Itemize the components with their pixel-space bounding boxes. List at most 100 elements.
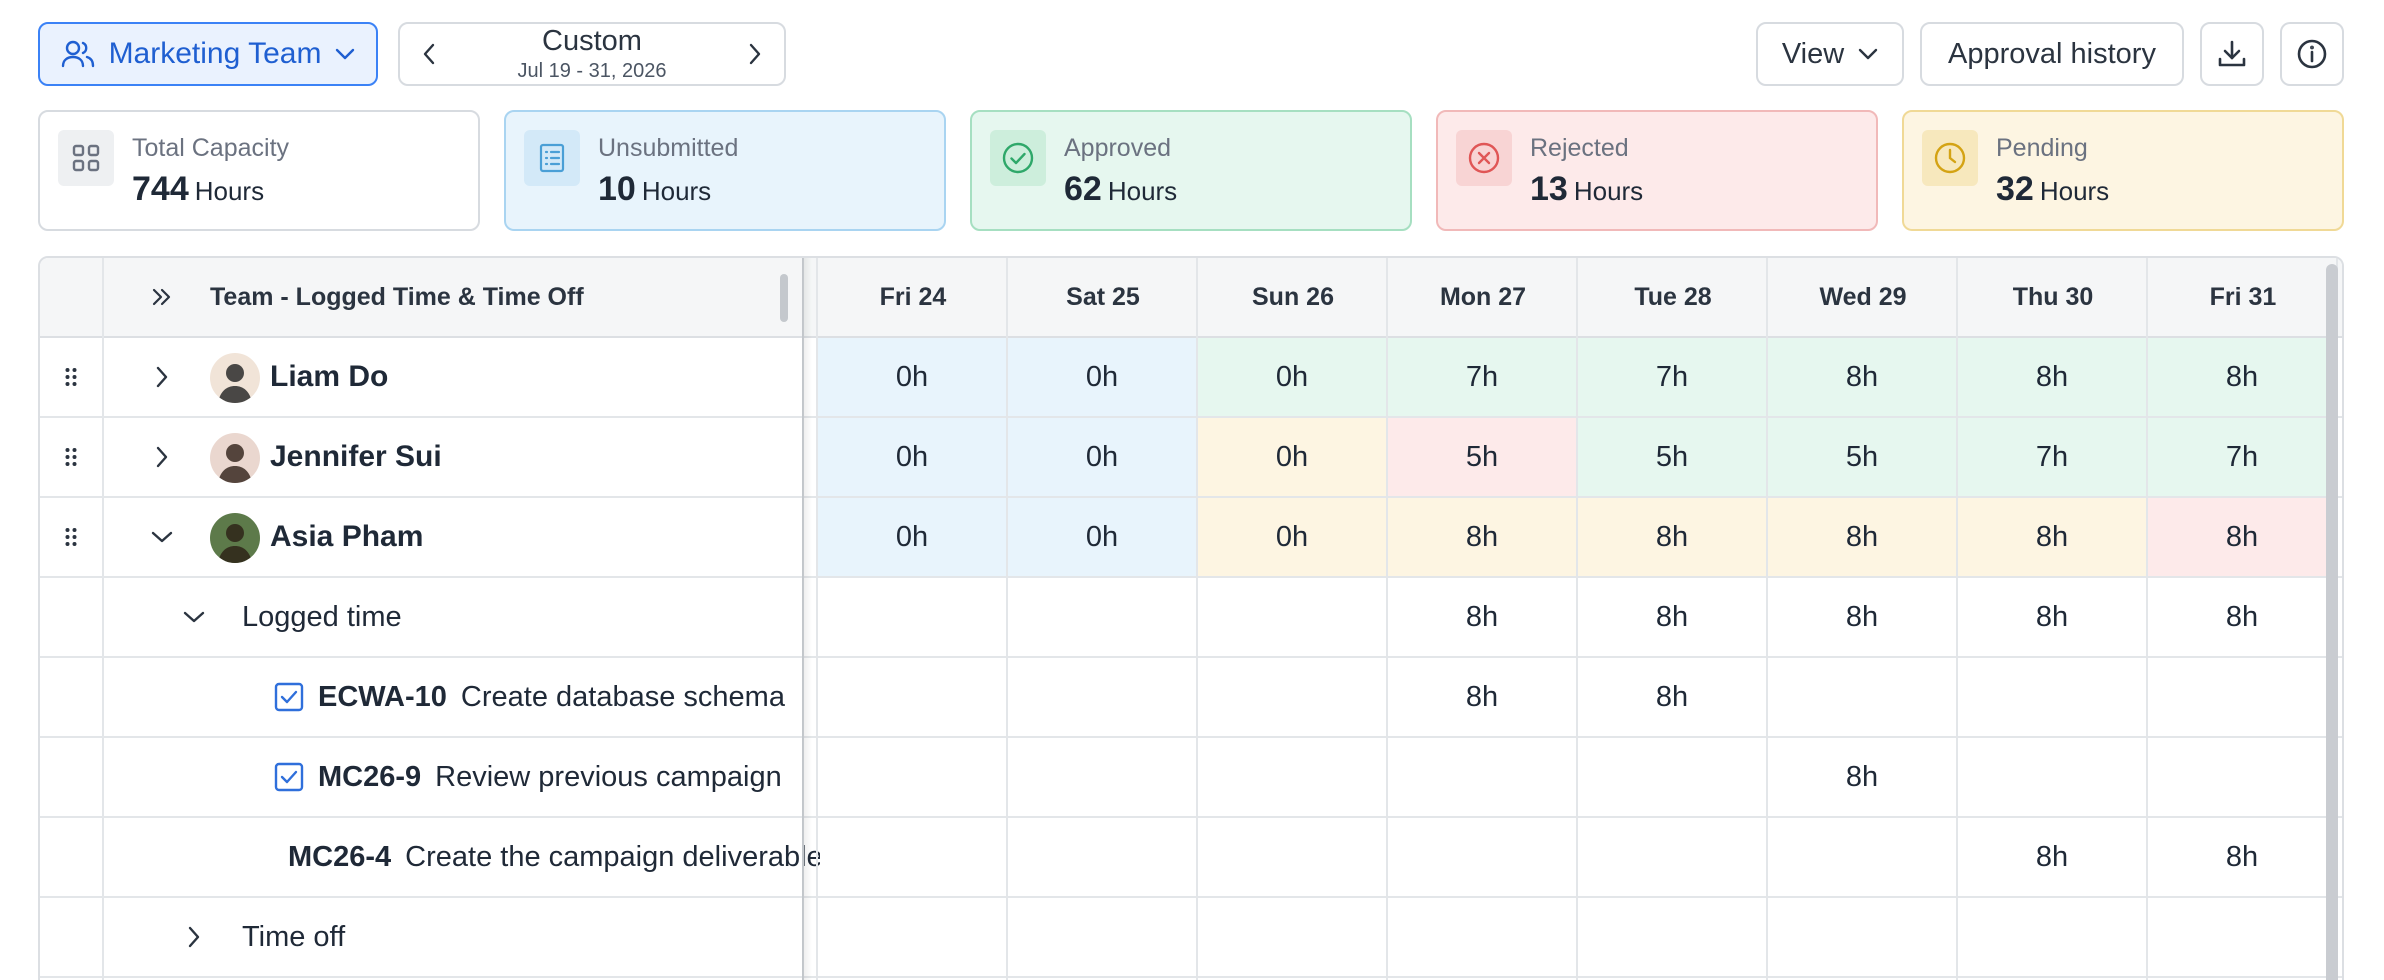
hours-cell[interactable]: [1006, 738, 1198, 816]
time-off-label: Time off: [242, 920, 346, 953]
person-row[interactable]: Jennifer Sui 0h 0h 0h 5h 5h 5h 7h 7h: [40, 418, 2342, 498]
card-pending: Pending 32 Hours: [1902, 110, 2344, 231]
task-row[interactable]: ECWA-10 Create database schema 8h 8h: [40, 658, 2342, 738]
hours-cell[interactable]: [1576, 818, 1768, 896]
avatar: [210, 513, 260, 563]
hours-cell[interactable]: [1006, 578, 1198, 656]
task-item[interactable]: ECWA-10 Create database schema: [274, 658, 820, 736]
approval-history-button[interactable]: Approval history: [1920, 22, 2184, 86]
person-row[interactable]: Asia Pham 0h 0h 0h 8h 8h 8h 8h 8h: [40, 498, 2342, 578]
task-item[interactable]: MC26-9 Review previous campaign: [274, 738, 820, 816]
hours-cell[interactable]: [1766, 818, 1958, 896]
hours-cell[interactable]: 8h: [1655, 600, 1689, 633]
chevron-right-icon[interactable]: [748, 42, 762, 66]
hours-cell[interactable]: [2146, 738, 2338, 816]
hours-cell[interactable]: 8h: [1766, 338, 1958, 416]
expand-all-button[interactable]: [142, 258, 182, 336]
hours-cell[interactable]: 0h: [1006, 418, 1198, 496]
hours-cell[interactable]: 8h: [1465, 600, 1499, 633]
checkbox-icon[interactable]: [274, 682, 304, 712]
hours-cell[interactable]: 8h: [2225, 840, 2259, 873]
hours-cell[interactable]: 7h: [2146, 418, 2338, 496]
hours-cell[interactable]: [1766, 658, 1958, 736]
team-selector[interactable]: Marketing Team: [38, 22, 378, 86]
task-row[interactable]: MC26-9 Review previous campaign 8h: [40, 738, 2342, 818]
hours-cell[interactable]: 7h: [1386, 338, 1578, 416]
hours-cell[interactable]: 8h: [1655, 680, 1689, 713]
column-title: Team - Logged Time & Time Off: [210, 282, 584, 311]
day-header: Thu 30: [2012, 282, 2094, 311]
drag-handle-icon[interactable]: [40, 418, 102, 496]
chevron-down-icon[interactable]: [174, 578, 214, 656]
hours-cell[interactable]: [816, 818, 1008, 896]
hours-cell[interactable]: 0h: [1196, 418, 1388, 496]
hours-cell[interactable]: [1006, 658, 1198, 736]
hours-cell[interactable]: [1006, 818, 1198, 896]
hours-cell[interactable]: 8h: [1386, 498, 1578, 576]
day-header: Fri 24: [879, 282, 947, 311]
date-range-picker[interactable]: Custom Jul 19 - 31, 2026: [398, 22, 786, 86]
checkbox-icon[interactable]: [274, 762, 304, 792]
hours-cell[interactable]: 8h: [2035, 600, 2069, 633]
person-name: Jennifer Sui: [270, 440, 442, 473]
hours-cell[interactable]: 0h: [816, 338, 1008, 416]
chevron-left-icon[interactable]: [422, 42, 436, 66]
card-value: 32 Hours: [1996, 170, 2110, 208]
hours-cell[interactable]: [1956, 738, 2148, 816]
hours-cell[interactable]: 8h: [1956, 338, 2148, 416]
download-button[interactable]: [2200, 22, 2264, 86]
column-resize-handle[interactable]: [780, 274, 788, 322]
chevron-right-icon[interactable]: [142, 418, 182, 496]
hours-cell[interactable]: 8h: [2225, 600, 2259, 633]
vertical-scrollbar[interactable]: [2326, 264, 2338, 980]
hours-cell[interactable]: 0h: [1006, 338, 1198, 416]
hours-cell[interactable]: 0h: [1006, 498, 1198, 576]
drag-handle-icon[interactable]: [40, 338, 102, 416]
hours-cell[interactable]: [1196, 578, 1388, 656]
hours-cell[interactable]: 5h: [1576, 418, 1768, 496]
download-icon: [2218, 40, 2246, 67]
hours-cell[interactable]: [1956, 658, 2148, 736]
hours-cell[interactable]: [816, 738, 1008, 816]
logged-time-row[interactable]: Logged time 8h 8h 8h 8h 8h: [40, 578, 2342, 658]
person-row[interactable]: Liam Do 0h 0h 0h 7h 7h 8h 8h 8h: [40, 338, 2342, 418]
hours-cell[interactable]: [1386, 738, 1578, 816]
hours-cell[interactable]: [1196, 818, 1388, 896]
hours-cell[interactable]: 8h: [1845, 760, 1879, 793]
hours-cell[interactable]: 8h: [1766, 498, 1958, 576]
hours-cell[interactable]: 0h: [816, 418, 1008, 496]
hours-cell[interactable]: [1196, 658, 1388, 736]
hours-cell[interactable]: [2146, 658, 2338, 736]
hours-cell[interactable]: 8h: [1465, 680, 1499, 713]
hours-cell[interactable]: 8h: [1845, 600, 1879, 633]
hours-cell[interactable]: 8h: [1576, 498, 1768, 576]
hours-cell[interactable]: 0h: [1196, 338, 1388, 416]
hours-cell[interactable]: [1386, 818, 1578, 896]
task-row[interactable]: MC26-4 Create the campaign deliverables 8h…: [40, 818, 2342, 898]
chevron-right-icon[interactable]: [142, 338, 182, 416]
view-button[interactable]: View: [1756, 22, 1904, 86]
hours-cell[interactable]: [816, 658, 1008, 736]
hours-cell[interactable]: 0h: [816, 498, 1008, 576]
chevron-right-icon[interactable]: [174, 898, 214, 976]
approval-history-label: Approval history: [1948, 37, 2156, 70]
hours-cell[interactable]: 0h: [1196, 498, 1388, 576]
chevron-down-icon[interactable]: [142, 498, 182, 576]
card-approved: Approved 62 Hours: [970, 110, 1412, 231]
hours-cell[interactable]: [1576, 738, 1768, 816]
hours-cell[interactable]: 5h: [1386, 418, 1578, 496]
hours-cell[interactable]: 5h: [1766, 418, 1958, 496]
task-item[interactable]: MC26-4 Create the campaign deliverables: [274, 818, 820, 896]
hours-cell[interactable]: 8h: [2146, 338, 2338, 416]
info-button[interactable]: [2280, 22, 2344, 86]
hours-cell[interactable]: 7h: [1956, 418, 2148, 496]
hours-cell[interactable]: 7h: [1576, 338, 1768, 416]
hours-cell[interactable]: 8h: [1956, 498, 2148, 576]
hours-cell[interactable]: [816, 578, 1008, 656]
hours-cell[interactable]: 8h: [2035, 840, 2069, 873]
time-off-row[interactable]: Time off: [40, 898, 2342, 978]
drag-handle-icon[interactable]: [40, 498, 102, 576]
card-rejected: Rejected 13 Hours: [1436, 110, 1878, 231]
hours-cell[interactable]: 8h: [2146, 498, 2338, 576]
hours-cell[interactable]: [1196, 738, 1388, 816]
